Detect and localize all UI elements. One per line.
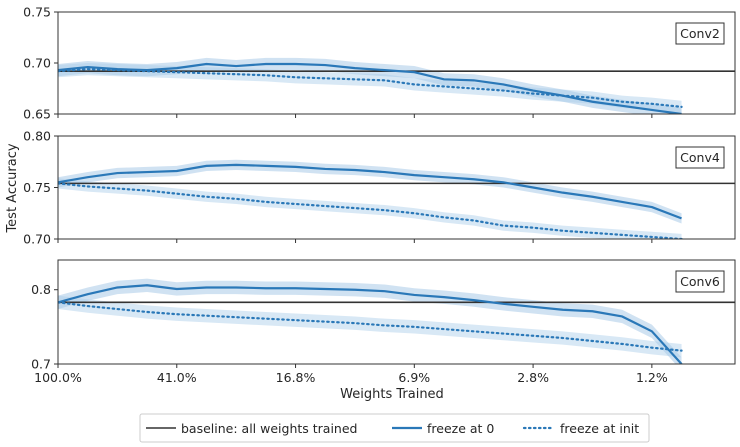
panel-title-frame [675,270,725,293]
panel-conv6: 0.7 0.8 Conv6 [31,259,736,372]
line-freeze-zero [58,62,682,114]
x-tick-label: 41.0% [157,370,197,385]
band-freeze-init [58,178,682,239]
y-tick-label: 0.8 [31,282,51,297]
band-freeze-zero [58,278,682,364]
x-tick-label: 2.8% [517,370,549,385]
panel-title: Conv2 [680,26,720,41]
panel-conv2: 0.65 0.70 0.75 Conv2 [23,5,736,122]
legend-label-baseline: baseline: all weights trained [181,421,357,436]
y-axis-label: Test Accuracy [5,143,20,233]
panel-conv4: 0.70 0.75 0.80 Conv4 [23,129,736,247]
panels: 0.65 0.70 0.75 Conv2 0.70 0.75 0.80 Conv4 0.7 0.8… [23,5,736,385]
band-freeze-init [58,63,682,113]
x-tick-label: 6.9% [398,370,430,385]
line-freeze-init [58,182,683,239]
legend-label-freeze-zero: freeze at 0 [427,421,494,436]
line-freeze-zero [58,284,683,364]
panel-title-frame [675,146,725,169]
legend-label-freeze-init: freeze at init [560,421,639,436]
y-tick-label: 0.80 [23,129,51,144]
panel-title-box: Conv6 [675,270,725,293]
panel-title-box: Conv2 [675,22,725,45]
band-freeze-init [58,295,682,358]
y-tick-label: 0.65 [23,107,51,122]
x-tick-label: 100.0% [34,370,82,385]
panel-frame [57,259,736,365]
legend: baseline: all weights trained freeze at … [139,413,650,443]
y-tick-label: 0.70 [23,56,51,71]
panel-title-box: Conv4 [675,146,725,169]
x-axis-label: Weights Trained [340,387,444,402]
x-tick-label: 1.2% [636,370,668,385]
panel-title: Conv6 [680,274,720,289]
line-freeze-zero [58,163,682,220]
line-freeze-init [58,301,683,352]
y-tick-label: 0.70 [23,232,51,247]
plot-area [58,278,735,364]
panel-title-frame [675,22,725,45]
y-tick-label: 0.7 [31,357,51,372]
plot-area [58,159,735,239]
y-tick-label: 0.75 [23,5,51,20]
line-freeze-init [58,68,683,108]
panel-title: Conv4 [680,150,720,165]
x-tick-label: 16.8% [276,370,316,385]
y-tick-label: 0.75 [23,180,51,195]
plot-area [58,57,735,114]
